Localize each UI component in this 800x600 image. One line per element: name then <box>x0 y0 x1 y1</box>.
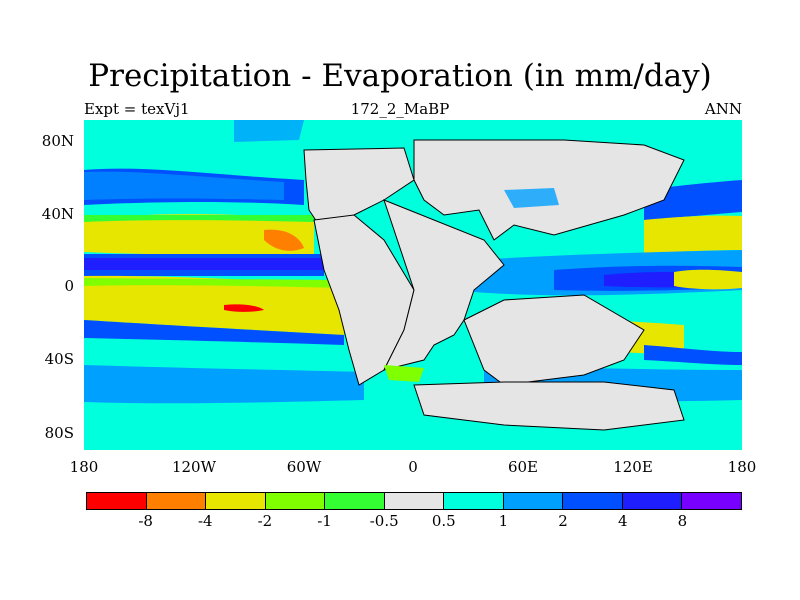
y-tick: 40S <box>44 350 74 368</box>
colorbar-swatch <box>265 493 326 509</box>
colorbar-label: -4 <box>197 512 213 530</box>
experiment-label: Expt = texVj1 <box>84 100 190 118</box>
y-tick: 40N <box>41 205 74 223</box>
colorbar-swatch <box>622 493 683 509</box>
gondwana-east-land <box>463 294 645 386</box>
season-label: ANN <box>704 100 742 118</box>
green-patch-south <box>384 365 424 382</box>
s-pacific-dry-band <box>84 275 344 335</box>
colorbar-label: 4 <box>617 512 628 530</box>
s-pacific-wet-band <box>84 320 344 345</box>
x-tick: 180 <box>727 458 757 476</box>
colorbar <box>86 492 742 510</box>
colorbar-label: 8 <box>677 512 688 530</box>
x-tick: 0 <box>408 458 418 476</box>
colorbar-label: -0.5 <box>369 512 399 530</box>
dry-core-pacific <box>264 229 304 251</box>
colorbar-label: 2 <box>558 512 568 530</box>
dry-core-south-pacific <box>224 304 264 312</box>
y-tick: 80N <box>41 132 74 150</box>
africa-land <box>383 199 505 371</box>
wet-patch-eurasia <box>504 188 559 208</box>
colorbar-swatch <box>563 493 623 509</box>
y-tick: 80S <box>44 424 74 442</box>
precip-evap-map <box>84 120 742 450</box>
colorbar-swatch <box>146 493 207 509</box>
colorbar-label: 1 <box>498 512 509 530</box>
colorbar-label: -8 <box>138 512 153 530</box>
colorbar-swatch <box>384 493 445 509</box>
subtitle-label: 172_2_MaBP <box>350 100 450 118</box>
colorbar-swatch <box>325 493 385 509</box>
antarctica-land <box>413 381 685 431</box>
colorbar-swatch <box>87 493 147 509</box>
nw-pacific-dry-band <box>644 215 742 254</box>
y-tick: 0 <box>64 277 74 295</box>
colorbar-swatch <box>206 493 266 509</box>
colorbar-swatch <box>682 493 742 509</box>
x-tick: 120W <box>171 458 217 476</box>
chart-title: Precipitation - Evaporation (in mm/day) <box>88 58 712 94</box>
x-tick: 120E <box>613 458 653 476</box>
colorbar-label: -2 <box>257 512 273 530</box>
colorbar-label: -1 <box>317 512 332 530</box>
x-tick: 60W <box>286 458 322 476</box>
colorbar-swatch <box>503 493 564 509</box>
colorbar-swatch <box>444 493 504 509</box>
x-tick: 60E <box>507 458 539 476</box>
x-tick: 180 <box>69 458 99 476</box>
southern-ocean-band <box>84 365 364 404</box>
colorbar-label: 0.5 <box>431 512 456 530</box>
east-pacific-dry-tongue <box>674 269 742 290</box>
